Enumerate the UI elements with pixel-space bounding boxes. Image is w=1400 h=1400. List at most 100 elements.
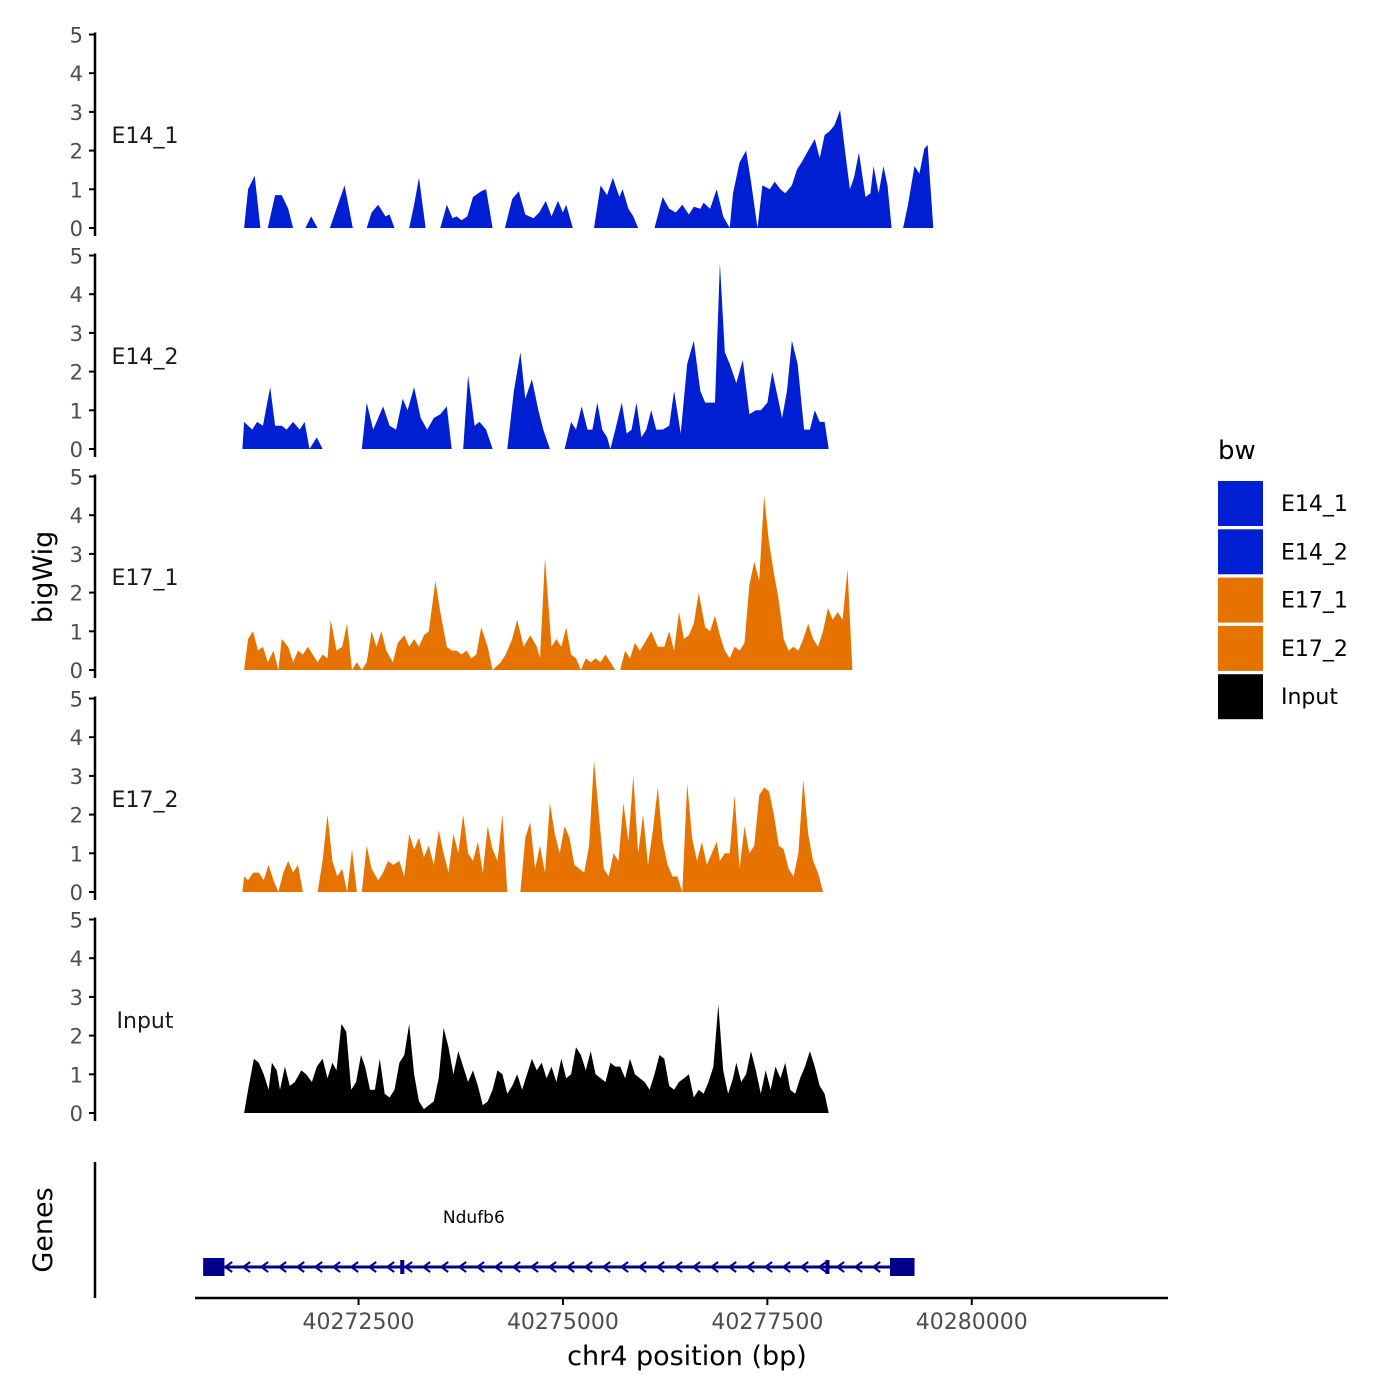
y-tick-label: 1 (70, 178, 83, 202)
strand-arrow (853, 1261, 863, 1273)
track-Input: 0 1 2 3 4 5 Input (70, 909, 829, 1126)
y-tick-label: 1 (70, 842, 83, 866)
track-E17_1: 0 1 2 3 4 5 E17_1 (70, 466, 853, 683)
strand-arrow (817, 1261, 827, 1273)
signal-area (244, 495, 853, 670)
strand-arrow (745, 1261, 755, 1273)
x-axis: 40272500 40275000 40277500 40280000 (195, 1296, 1168, 1335)
y-tick-label: 0 (70, 1102, 83, 1126)
y-tick-label: 4 (70, 62, 83, 86)
y-tick-label: 2 (70, 361, 83, 385)
signal-area (244, 1004, 829, 1113)
strand-arrow (601, 1261, 611, 1273)
legend-label: E17_1 (1281, 589, 1348, 614)
legend-label: E14_2 (1281, 540, 1348, 565)
track-E14_2: 0 1 2 3 4 5 E14_2 (70, 245, 829, 462)
y-tick-label: 1 (70, 620, 83, 644)
gene-name-label: Ndufb6 (443, 1208, 505, 1228)
y-tick-label: 4 (70, 947, 83, 971)
y-tick-label: 5 (70, 24, 83, 48)
y-tick-label: 0 (70, 881, 83, 905)
strand-arrow (619, 1261, 629, 1273)
legend-swatch (1218, 577, 1263, 623)
legend-swatch (1218, 481, 1263, 526)
legend: bw E14_1 E14_2 E17_1 E17_2 Input (1218, 436, 1348, 720)
strand-arrow (241, 1261, 251, 1273)
track-label: E14_2 (112, 345, 179, 370)
y-tick-label: 3 (70, 322, 83, 346)
track-label: Input (117, 1009, 174, 1034)
y-tick-label: 4 (70, 283, 83, 307)
y-tick-label: 2 (70, 140, 83, 164)
y-tick-label: 5 (70, 909, 83, 933)
gene-exon (400, 1260, 405, 1274)
strand-arrow (763, 1261, 773, 1273)
strand-arrow (835, 1261, 845, 1273)
legend-label: E17_2 (1281, 637, 1348, 662)
strand-arrow (349, 1261, 359, 1273)
strand-arrow (583, 1261, 593, 1273)
track-label: E17_1 (112, 566, 179, 591)
y-tick-label: 3 (70, 543, 83, 567)
track-label: E17_2 (112, 788, 179, 813)
legend-swatch (1218, 529, 1263, 575)
strand-arrow (691, 1261, 701, 1273)
track-E14_1: 0 1 2 3 4 5 E14_1 (70, 24, 934, 241)
strand-arrow (295, 1261, 305, 1273)
y-tick-label: 2 (70, 804, 83, 828)
strand-arrow (511, 1261, 521, 1273)
y-tick-label: 1 (70, 399, 83, 423)
y-tick-label: 2 (70, 1025, 83, 1049)
strand-arrow (313, 1261, 323, 1273)
strand-arrow (799, 1261, 809, 1273)
legend-label: E14_1 (1281, 492, 1348, 517)
y-tick-label: 0 (70, 217, 83, 241)
legend-swatch (1218, 625, 1263, 671)
legend-title: bw (1218, 436, 1256, 466)
strand-arrow (637, 1261, 647, 1273)
y-tick-label: 4 (70, 726, 83, 750)
strand-arrow (421, 1261, 431, 1273)
track-E17_2: 0 1 2 3 4 5 E17_2 (70, 688, 823, 905)
track-label: E14_1 (112, 124, 179, 149)
signal-area (242, 263, 829, 449)
x-axis-title: chr4 position (bp) (567, 1341, 807, 1372)
y-tick-label: 5 (70, 245, 83, 269)
signal-area (242, 760, 823, 892)
legend-swatch (1218, 674, 1263, 720)
gene-exon (203, 1258, 225, 1276)
y-tick-label: 2 (70, 582, 83, 606)
strand-arrow (385, 1261, 395, 1273)
strand-arrow (493, 1261, 503, 1273)
strand-arrow (547, 1261, 557, 1273)
strand-arrow (475, 1261, 485, 1273)
y-tick-label: 3 (70, 765, 83, 789)
strand-arrow (565, 1261, 575, 1273)
strand-arrow (259, 1261, 269, 1273)
strand-arrow (331, 1261, 341, 1273)
x-tick-label: 40275000 (507, 1310, 619, 1335)
y-axis-title: bigWig (28, 531, 59, 624)
y-tick-label: 3 (70, 986, 83, 1010)
x-tick-label: 40280000 (916, 1310, 1028, 1335)
strand-arrow (655, 1261, 665, 1273)
strand-arrow (727, 1261, 737, 1273)
strand-arrow (673, 1261, 683, 1273)
strand-arrow (871, 1261, 881, 1273)
y-tick-label: 5 (70, 466, 83, 490)
x-tick-label: 40277500 (711, 1310, 823, 1335)
y-tick-label: 1 (70, 1063, 83, 1087)
y-tick-label: 0 (70, 438, 83, 462)
gene-track-label: Genes (28, 1187, 59, 1272)
strand-arrow (223, 1261, 233, 1273)
strand-arrow (781, 1261, 791, 1273)
strand-arrow (709, 1261, 719, 1273)
signal-area (244, 110, 934, 228)
y-tick-label: 4 (70, 504, 83, 528)
y-tick-label: 5 (70, 688, 83, 712)
gene-track: Ndufb6 (93, 1162, 915, 1298)
gene-exon (825, 1260, 830, 1274)
strand-arrow (277, 1261, 287, 1273)
strand-arrow (457, 1261, 467, 1273)
